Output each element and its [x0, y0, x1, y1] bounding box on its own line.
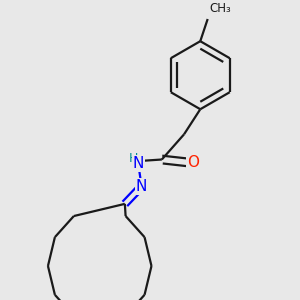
Text: CH₃: CH₃ — [209, 2, 231, 16]
Text: H: H — [129, 152, 138, 164]
Text: N: N — [133, 156, 144, 171]
Text: O: O — [187, 155, 199, 170]
Text: N: N — [135, 179, 147, 194]
